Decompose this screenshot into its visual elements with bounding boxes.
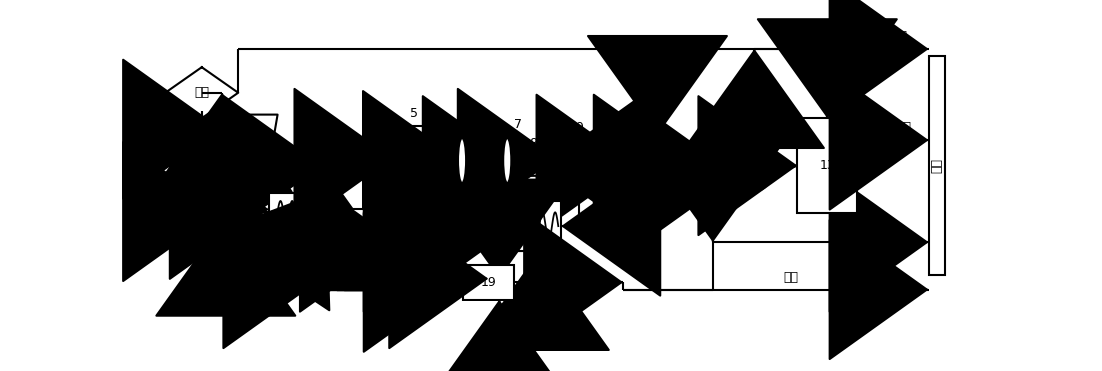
Text: 5: 5: [410, 107, 418, 120]
Text: 17: 17: [475, 223, 489, 233]
Text: 供热: 供热: [784, 271, 798, 284]
Text: 用户: 用户: [930, 158, 943, 173]
Bar: [557, 139, 602, 192]
Bar: [269, 193, 310, 230]
Text: 19: 19: [480, 276, 496, 289]
Text: 18: 18: [493, 217, 506, 227]
Text: 15: 15: [353, 236, 369, 249]
Text: 水: 水: [575, 220, 583, 233]
Ellipse shape: [458, 138, 466, 183]
Text: 燃料: 燃料: [653, 96, 669, 109]
Text: 7: 7: [515, 118, 522, 131]
Text: 电网: 电网: [194, 86, 209, 99]
Text: 4: 4: [335, 159, 343, 172]
Bar: [798, 118, 857, 213]
Bar: [463, 265, 514, 300]
Bar: [323, 209, 399, 275]
Text: 14: 14: [531, 183, 548, 196]
Text: 3: 3: [285, 174, 293, 187]
Text: 燃料: 燃料: [354, 276, 368, 289]
Text: 12: 12: [721, 145, 735, 155]
Text: 11: 11: [710, 159, 724, 169]
Text: 1: 1: [207, 137, 216, 150]
Bar: [462, 138, 507, 183]
Bar: [636, 135, 679, 193]
Text: 9: 9: [575, 121, 583, 134]
Bar: [518, 201, 561, 251]
Text: 13: 13: [820, 159, 835, 172]
Circle shape: [738, 159, 770, 191]
Text: 6: 6: [480, 118, 488, 131]
Bar: [929, 56, 944, 275]
Text: 8: 8: [529, 137, 538, 150]
Text: 10: 10: [649, 158, 666, 171]
Text: 空气: 空气: [207, 203, 223, 216]
Text: 供冷/热: 供冷/热: [835, 220, 863, 233]
Text: 16: 16: [454, 223, 468, 233]
Bar: [393, 125, 434, 191]
Text: 供电: 供电: [893, 30, 908, 43]
Text: 2: 2: [246, 159, 253, 172]
Ellipse shape: [504, 138, 511, 183]
Text: 供冷: 供冷: [896, 121, 911, 134]
